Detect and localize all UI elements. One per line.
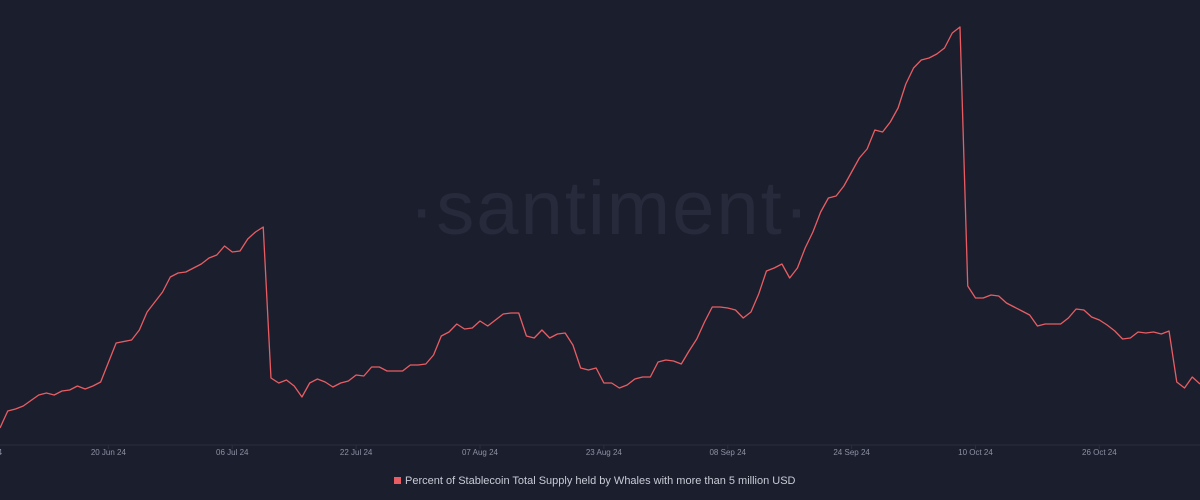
- x-tick-label: 07 Aug 24: [462, 448, 499, 457]
- x-tick-label: 20 Jun 24: [91, 448, 127, 457]
- x-tick-label: 26 Oct 24: [1082, 448, 1117, 457]
- x-tick-label: 08 Sep 24: [709, 448, 746, 457]
- x-tick-label: 24 Sep 24: [833, 448, 870, 457]
- legend-swatch: [394, 477, 401, 484]
- x-tick-label: 04 Jun 24: [0, 448, 3, 457]
- legend-label: Percent of Stablecoin Total Supply held …: [405, 475, 796, 487]
- data-line: [0, 26, 1200, 429]
- x-tick-label: 06 Jul 24: [216, 448, 249, 457]
- watermark: ·santiment·: [409, 166, 811, 251]
- x-tick-label: 23 Aug 24: [586, 448, 623, 457]
- x-tick-label: 22 Jul 24: [340, 448, 373, 457]
- x-tick-label: 10 Oct 24: [958, 448, 993, 457]
